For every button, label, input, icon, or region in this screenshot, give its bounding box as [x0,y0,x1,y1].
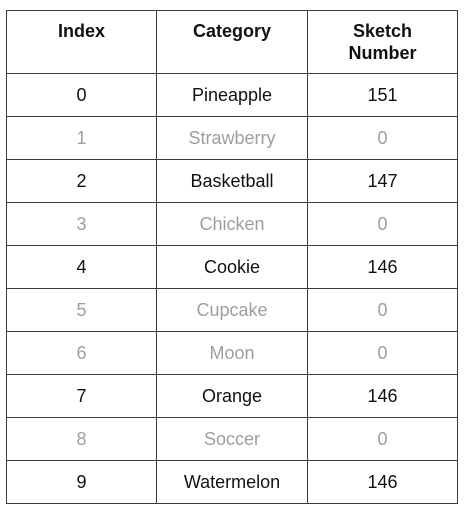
table-row: 2 Basketball 147 [6,159,458,203]
cell-sketch-number: 0 [307,331,458,375]
cell-index: 8 [6,417,157,461]
cell-category: Cookie [156,245,308,289]
cell-index: 0 [6,73,157,117]
cell-sketch-number: 151 [307,73,458,117]
header-sketch-number-line1: Sketch [352,21,413,41]
table-row: 5 Cupcake 0 [6,288,458,332]
cell-sketch-number: 146 [307,245,458,289]
header-category: Category [156,10,308,74]
cell-category: Cupcake [156,288,308,332]
cell-sketch-number: 146 [307,374,458,418]
cell-category: Soccer [156,417,308,461]
cell-category: Basketball [156,159,308,203]
cell-category: Moon [156,331,308,375]
cell-index: 7 [6,374,157,418]
table-row: 8 Soccer 0 [6,417,458,461]
cell-index: 4 [6,245,157,289]
cell-category: Watermelon [156,460,308,504]
cell-sketch-number: 147 [307,159,458,203]
table-row: 0 Pineapple 151 [6,73,458,117]
cell-index: 6 [6,331,157,375]
cell-index: 5 [6,288,157,332]
table-row: 4 Cookie 146 [6,245,458,289]
table-header-row: Index Category Sketch Number [6,10,458,74]
cell-category: Pineapple [156,73,308,117]
cell-index: 9 [6,460,157,504]
header-sketch-number: Sketch Number [307,10,458,74]
header-index: Index [6,10,157,74]
cell-sketch-number: 0 [307,417,458,461]
cell-index: 3 [6,202,157,246]
table-row: 9 Watermelon 146 [6,460,458,504]
cell-sketch-number: 0 [307,116,458,160]
cell-index: 1 [6,116,157,160]
table-row: 6 Moon 0 [6,331,458,375]
cell-category: Orange [156,374,308,418]
cell-category: Chicken [156,202,308,246]
table-body: 0 Pineapple 151 1 Strawberry 0 2 Basketball 147 3… [6,73,458,504]
cell-sketch-number: 146 [307,460,458,504]
cell-category: Strawberry [156,116,308,160]
header-sketch-number-line2: Number [348,43,417,63]
table-row: 3 Chicken 0 [6,202,458,246]
cell-sketch-number: 0 [307,288,458,332]
cell-index: 2 [6,159,157,203]
cell-sketch-number: 0 [307,202,458,246]
sketch-count-table: Index Category Sketch Number 0 Pineapple 1… [6,10,458,504]
table-row: 1 Strawberry 0 [6,116,458,160]
table-row: 7 Orange 146 [6,374,458,418]
